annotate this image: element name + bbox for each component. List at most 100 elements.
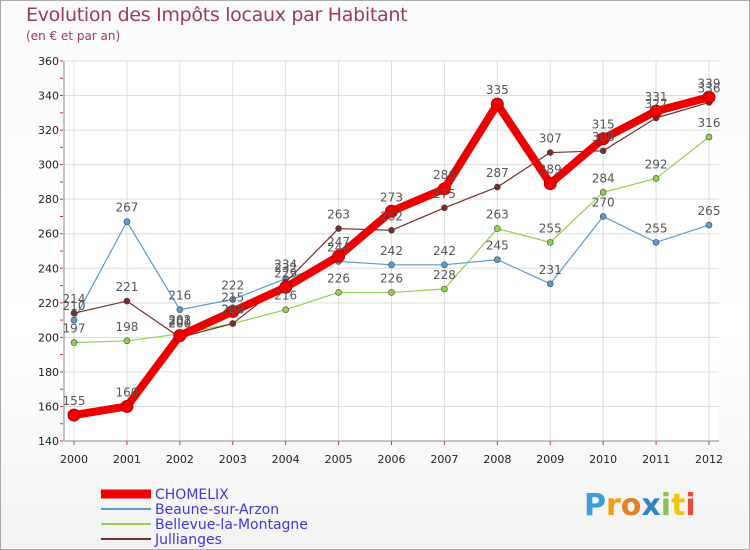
data-point (599, 147, 607, 155)
data-point (546, 280, 554, 288)
logo-letter: o (620, 488, 642, 523)
data-label: 247 (327, 235, 350, 249)
x-tick-label: 2008 (483, 453, 511, 466)
data-point (494, 183, 501, 191)
data-label: 245 (486, 239, 509, 253)
data-point (437, 182, 451, 196)
x-tick-label: 2006 (378, 453, 406, 466)
data-label: 221 (115, 280, 138, 294)
data-label: 331 (645, 90, 668, 104)
data-label: 198 (115, 320, 138, 334)
x-tick-label: 2001 (113, 453, 141, 466)
data-label: 234 (274, 258, 297, 272)
data-point (543, 177, 557, 191)
y-tick-label: 300 (38, 159, 59, 172)
data-point (441, 285, 448, 293)
data-label: 270 (592, 195, 615, 209)
data-label: 244 (327, 240, 350, 254)
data-point (388, 289, 395, 296)
data-label: 200 (168, 316, 191, 330)
y-tick-label: 320 (38, 124, 59, 137)
y-tick-label: 280 (38, 193, 59, 206)
data-point (652, 175, 660, 182)
data-label: 214 (63, 292, 86, 306)
data-label: 292 (645, 157, 668, 171)
data-point (70, 339, 78, 346)
data-label: 308 (592, 130, 615, 144)
legend-label: Bellevue-la-Montagne (155, 517, 308, 533)
y-tick-label: 200 (38, 331, 59, 344)
data-label: 307 (539, 132, 562, 146)
data-point (441, 204, 448, 212)
logo-letter: r (606, 488, 621, 523)
data-label: 287 (486, 166, 509, 180)
data-point (123, 218, 131, 225)
logo-letter: t (671, 488, 686, 523)
data-point (335, 289, 342, 296)
x-tick-label: 2009 (536, 453, 564, 466)
data-label: 229 (274, 266, 297, 280)
data-point (494, 256, 501, 263)
logo-letter: x (641, 488, 661, 523)
data-label: 327 (645, 97, 668, 111)
data-point (705, 221, 713, 229)
data-label: 226 (327, 271, 350, 285)
data-label: 286 (433, 168, 456, 182)
data-point (388, 226, 395, 234)
data-point (649, 104, 663, 118)
data-point (335, 225, 342, 232)
x-tick-label: 2011 (642, 453, 670, 466)
data-label: 197 (63, 322, 86, 336)
data-point (123, 337, 131, 345)
data-label: 155 (63, 394, 86, 408)
data-label: 316 (698, 116, 721, 130)
y-tick-label: 240 (38, 262, 59, 275)
data-label: 263 (327, 208, 350, 222)
y-tick-label: 160 (38, 400, 59, 413)
data-label: 216 (274, 289, 297, 303)
data-label: 242 (380, 244, 403, 258)
data-label: 284 (592, 171, 615, 185)
y-tick-label: 260 (38, 228, 59, 241)
x-tick-label: 2004 (272, 453, 300, 466)
data-point (652, 239, 660, 246)
data-point (332, 249, 346, 263)
data-point (229, 320, 237, 327)
legend-label: Jullianges (154, 532, 222, 548)
data-label: 267 (115, 201, 138, 215)
data-point (282, 306, 289, 314)
x-tick-label: 2000 (60, 453, 88, 466)
data-label: 222 (221, 278, 244, 292)
data-point (546, 149, 554, 156)
data-point (441, 261, 448, 269)
y-tick-label: 140 (38, 435, 59, 448)
data-point (546, 239, 554, 246)
data-point (229, 296, 237, 303)
data-point (494, 225, 501, 232)
x-tick-label: 2005 (325, 453, 353, 466)
data-label: 202 (168, 313, 191, 327)
data-point (385, 204, 398, 218)
data-point (599, 213, 607, 220)
data-point (490, 97, 504, 111)
data-label: 226 (380, 271, 403, 285)
proxiti-logo: Proxiti (584, 488, 696, 523)
data-point (173, 329, 187, 343)
logo-letter: i (685, 488, 696, 523)
x-tick-label: 2002 (166, 453, 194, 466)
chart-subtitle: (en € et par an) (26, 29, 121, 43)
y-tick-label: 360 (38, 55, 59, 68)
data-point (702, 90, 716, 104)
data-label: 273 (380, 190, 403, 204)
data-point (67, 408, 81, 422)
data-label: 255 (539, 221, 562, 235)
data-label: 208 (221, 303, 244, 317)
data-point (599, 188, 607, 196)
data-label: 255 (645, 221, 668, 235)
x-tick-label: 2010 (589, 453, 617, 466)
x-tick-label: 2012 (695, 453, 723, 466)
data-label: 160 (115, 385, 138, 399)
data-label: 232 (274, 261, 297, 275)
